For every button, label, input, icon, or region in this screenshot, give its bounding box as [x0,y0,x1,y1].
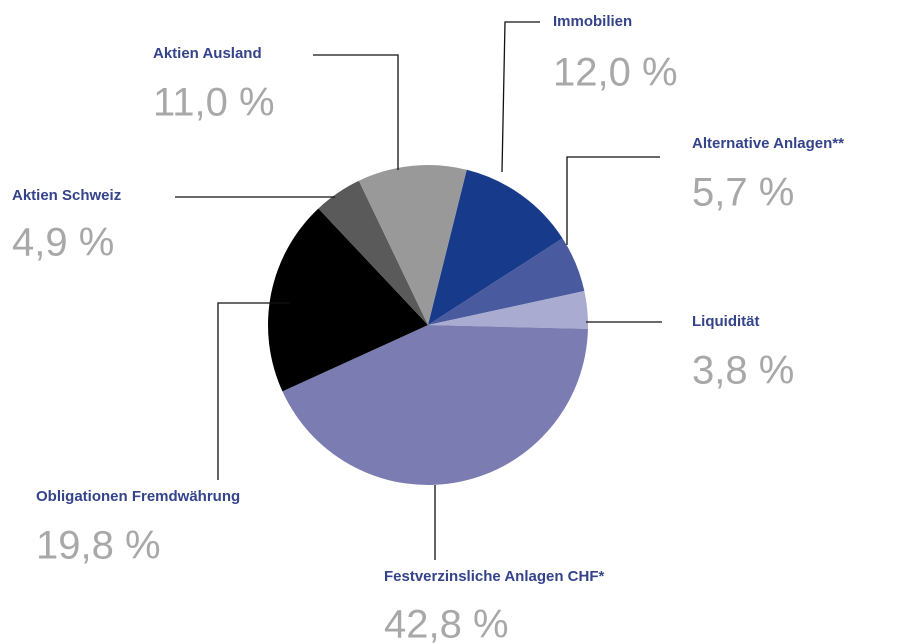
slice-name: Obligationen Fremdwährung [36,488,240,505]
pie-slice [358,165,467,325]
slice-value: 12,0 % [553,51,678,95]
slice-name: Aktien Schweiz [12,187,121,204]
leader-line [313,54,399,170]
leader-line [501,21,540,173]
pie-slice [318,180,428,325]
slice-value: 42,8 % [384,603,509,644]
slice-value: 4,9 % [12,221,114,265]
leader-line [217,302,290,480]
pie-slice [267,208,428,392]
slice-name: Liquidität [692,313,760,330]
pie-slice [428,169,563,325]
slice-name: Aktien Ausland [153,45,262,62]
slice-name: Alternative Anlagen** [692,135,844,152]
pie-slice [428,238,585,325]
slice-name: Immobilien [553,13,632,30]
pie-slice [428,290,588,329]
slice-name: Festverzinsliche Anlagen CHF* [384,568,604,585]
pie-slice [282,325,588,486]
leader-line [566,156,660,245]
slice-value: 11,0 % [153,81,275,125]
slice-value: 3,8 % [692,349,794,393]
slice-value: 19,8 % [36,524,161,568]
slice-value: 5,7 % [692,171,794,215]
